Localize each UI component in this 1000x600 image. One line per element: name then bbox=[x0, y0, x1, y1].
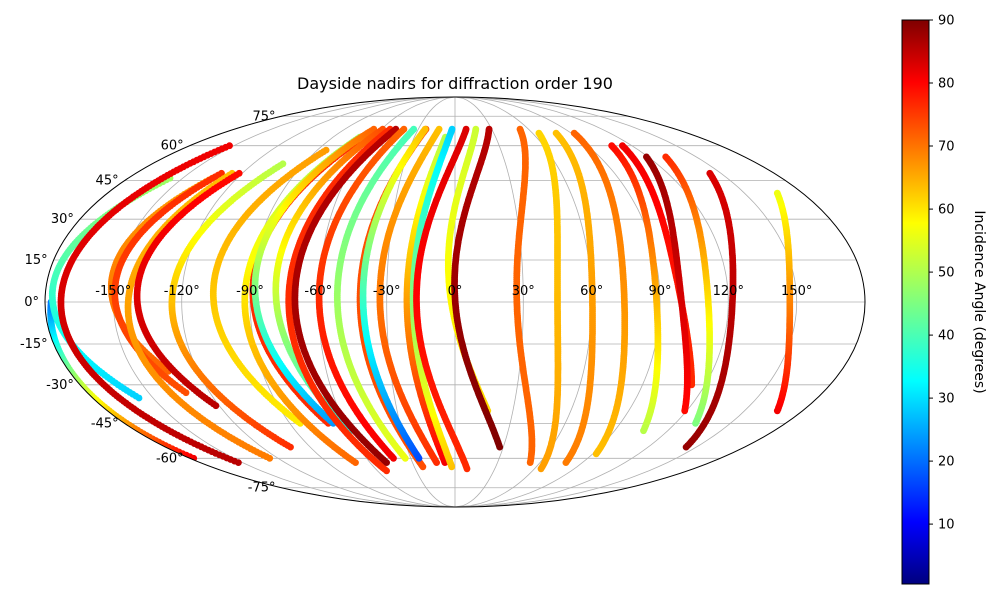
nadir-point bbox=[535, 129, 543, 137]
map-grid bbox=[45, 97, 865, 507]
nadir-point bbox=[608, 142, 616, 150]
track-points bbox=[47, 125, 794, 475]
nadir-point bbox=[435, 125, 443, 133]
nadir-point bbox=[552, 129, 560, 137]
nadir-point bbox=[570, 129, 578, 137]
nadir-point bbox=[516, 125, 524, 133]
nadir-point bbox=[462, 125, 470, 133]
nadir-point bbox=[410, 125, 418, 133]
chart-title: Dayside nadirs for diffraction order 190 bbox=[297, 74, 613, 93]
nadir-point bbox=[218, 169, 225, 177]
nadir-point bbox=[448, 125, 456, 133]
nadir-point bbox=[322, 146, 330, 154]
nadir-point bbox=[472, 125, 480, 133]
nadir-point bbox=[226, 142, 233, 150]
nadir-point bbox=[400, 125, 408, 133]
nadir-point bbox=[421, 125, 429, 133]
nadir-point bbox=[279, 160, 287, 168]
nadir-point bbox=[619, 142, 626, 150]
nadir-point bbox=[485, 125, 493, 133]
nadir-point bbox=[235, 169, 243, 177]
